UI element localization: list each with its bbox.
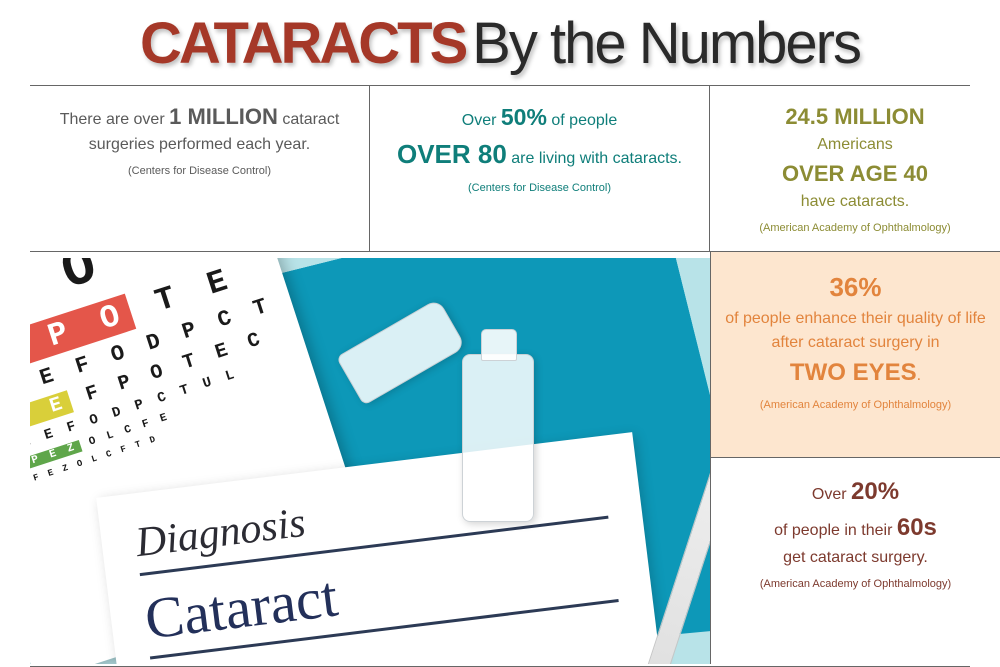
stat-a-pre: There are over bbox=[60, 111, 169, 128]
stat-a-num: 1 MILLION bbox=[169, 104, 278, 129]
stat-e-line1: Over 20% bbox=[723, 474, 988, 510]
stat-60s: Over 20% of people in their 60s get cata… bbox=[711, 458, 1000, 664]
stat-e-line2: of people in their 60s bbox=[723, 510, 988, 546]
stat-d-source: (American Academy of Ophthalmology) bbox=[723, 397, 988, 414]
bottle-cap bbox=[481, 329, 517, 361]
stat-d-num2: TWO EYES bbox=[790, 359, 917, 386]
page-title: CATARACTS By the Numbers bbox=[0, 0, 1000, 85]
stat-c-line2: Americans bbox=[724, 133, 986, 157]
stat-d-body: of people enhance their quality of life … bbox=[723, 307, 988, 355]
stat-c-num2: OVER AGE 40 bbox=[724, 157, 986, 190]
stat-b-line1: Over 50% of people bbox=[384, 100, 695, 135]
stat-b-num1: 50% bbox=[501, 104, 547, 130]
stat-surgeries: There are over 1 MILLION cataract surger… bbox=[30, 86, 370, 251]
stat-a-source: (Centers for Disease Control) bbox=[44, 163, 355, 180]
stat-two-eyes: 36% of people enhance their quality of l… bbox=[711, 252, 1000, 458]
title-strong: CATARACTS bbox=[140, 11, 465, 76]
stat-c-source: (American Academy of Ophthalmology) bbox=[724, 220, 986, 237]
stat-e-line3: get cataract surgery. bbox=[723, 546, 988, 570]
eyedrop-bottle-standing bbox=[462, 354, 534, 522]
stat-c-line3: have cataracts. bbox=[724, 190, 986, 214]
stat-over-40: 24.5 MILLION Americans OVER AGE 40 have … bbox=[710, 86, 1000, 251]
stat-c-num: 24.5 MILLION bbox=[724, 100, 986, 133]
stat-e-num2: 60s bbox=[897, 514, 937, 541]
stat-over-80: Over 50% of people OVER 80 are living wi… bbox=[370, 86, 710, 251]
right-column: 36% of people enhance their quality of l… bbox=[710, 251, 1000, 664]
stat-b-line2: OVER 80 are living with cataracts. bbox=[384, 135, 695, 174]
stat-b-source: (Centers for Disease Control) bbox=[384, 180, 695, 197]
stat-b-num2: OVER 80 bbox=[397, 139, 507, 169]
stat-e-source: (American Academy of Ophthalmology) bbox=[723, 576, 988, 593]
stats-grid: There are over 1 MILLION cataract surger… bbox=[30, 86, 970, 664]
cataract-photo: L OF P O T EL E F O D P C TD E F P O T E… bbox=[30, 258, 710, 664]
stat-d-num: 36% bbox=[723, 268, 988, 307]
photo-panel: L OF P O T EL E F O D P C TD E F P O T E… bbox=[30, 251, 710, 664]
rule-bottom bbox=[30, 666, 970, 667]
stat-e-num: 20% bbox=[851, 478, 899, 505]
title-light: By the Numbers bbox=[472, 11, 860, 76]
stat-d-num2-wrap: TWO EYES. bbox=[723, 355, 988, 391]
